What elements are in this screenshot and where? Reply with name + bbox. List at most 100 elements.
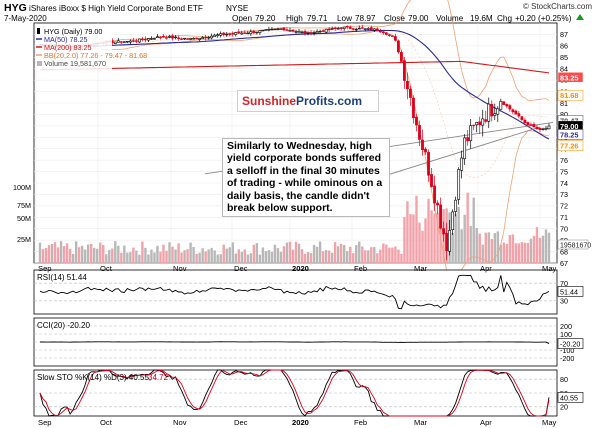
volume-bar bbox=[544, 229, 548, 263]
candle-body bbox=[336, 28, 340, 30]
volume-bar bbox=[96, 248, 99, 263]
volume-bar bbox=[493, 233, 496, 263]
volume-bar bbox=[364, 250, 367, 263]
osc-line-0 bbox=[39, 274, 550, 310]
month-label: May bbox=[542, 418, 557, 427]
y-tick-label: 81 bbox=[560, 99, 568, 108]
volume-bar bbox=[219, 254, 222, 263]
osc-tick-label: 80 bbox=[560, 375, 568, 384]
volume-bar bbox=[222, 244, 225, 263]
candle-body bbox=[165, 37, 168, 39]
volume-bar bbox=[475, 228, 478, 263]
candle-body bbox=[415, 116, 418, 126]
candle-body bbox=[520, 116, 524, 120]
volume-bar bbox=[77, 247, 81, 263]
volume-bar bbox=[373, 247, 376, 263]
month-axis: Sep Sep Oct Oct Nov Nov Dec Dec 2020 2020 Feb Feb Ma… bbox=[38, 264, 557, 427]
quote-date: 7-May-2020 bbox=[4, 14, 47, 23]
volume-tick-label: 100M bbox=[13, 183, 31, 192]
volume-bar bbox=[255, 243, 259, 263]
candle-body bbox=[463, 137, 467, 160]
volume-bar bbox=[126, 252, 129, 263]
volume-bar bbox=[120, 252, 123, 263]
volume-bar bbox=[526, 242, 530, 263]
close-value: 79.00 bbox=[408, 14, 429, 23]
candle-body bbox=[457, 169, 461, 200]
volume-bar bbox=[213, 250, 216, 263]
candle-body bbox=[342, 26, 346, 29]
volume-tag-box bbox=[557, 239, 589, 250]
chg-value: +0.20 (+0.25%) bbox=[515, 14, 572, 23]
candle-body bbox=[535, 126, 539, 130]
candle-body bbox=[454, 199, 458, 212]
volume-bar bbox=[463, 214, 466, 263]
month-label: 2020 bbox=[292, 264, 309, 273]
volume-bar bbox=[406, 201, 409, 263]
candle-body bbox=[180, 38, 183, 40]
candle-body bbox=[481, 118, 485, 126]
volume-bar bbox=[65, 243, 69, 263]
volume-bar bbox=[424, 218, 427, 263]
volume-bar bbox=[421, 230, 424, 263]
candle-body bbox=[288, 30, 292, 32]
candle-body bbox=[210, 35, 214, 39]
y-tick-label: 86 bbox=[560, 42, 568, 51]
volume-bar bbox=[294, 241, 298, 263]
volume-bar bbox=[93, 247, 96, 263]
candle-body bbox=[487, 103, 491, 122]
volume-bar bbox=[385, 244, 388, 263]
candle-body bbox=[198, 38, 202, 40]
osc-tick-label: 200 bbox=[560, 322, 572, 331]
volume-bar bbox=[231, 242, 234, 263]
candle-body bbox=[493, 113, 497, 116]
legend-bb: BB(20,2.0) 77.26 - 79.47 - 81.68 bbox=[44, 51, 147, 60]
candle-body bbox=[445, 232, 448, 252]
volume-bar bbox=[370, 247, 373, 263]
close-price-tag: 79.00 bbox=[560, 122, 579, 131]
y-tick-label: 68 bbox=[560, 247, 568, 256]
osc-last-value: 40.55 bbox=[560, 393, 578, 402]
volume-bar bbox=[352, 253, 355, 263]
volume-bar bbox=[306, 252, 310, 263]
volume-label: Volume bbox=[436, 14, 464, 23]
candle-body bbox=[324, 28, 328, 33]
volume-bar bbox=[258, 254, 262, 263]
volume-tick-label: 50M bbox=[17, 214, 31, 223]
osc-line-0 bbox=[40, 341, 550, 345]
volume-bar bbox=[174, 249, 177, 263]
volume-bar bbox=[252, 244, 256, 263]
volume-bar bbox=[216, 254, 219, 263]
candle-body bbox=[406, 80, 409, 90]
candle-body bbox=[475, 121, 479, 126]
volume-bar bbox=[144, 247, 147, 263]
candle-body bbox=[306, 31, 310, 34]
volume-bar bbox=[415, 195, 418, 263]
candle-body bbox=[309, 32, 313, 34]
month-label: Sep bbox=[38, 418, 52, 427]
candle-body bbox=[183, 37, 186, 40]
osc-last-value: 51.44 bbox=[560, 287, 578, 296]
open-label: Open bbox=[232, 14, 252, 23]
volume-bar bbox=[400, 253, 403, 263]
volume-bar bbox=[529, 238, 533, 263]
osc-last-box bbox=[557, 338, 584, 349]
volume-bar bbox=[246, 254, 250, 263]
month-label: Mar bbox=[414, 418, 428, 427]
bb-lower-tag: 77.26 bbox=[560, 142, 579, 151]
volume-bar bbox=[538, 237, 542, 263]
volume-bar bbox=[279, 251, 283, 263]
chg-label: Chg bbox=[497, 14, 512, 23]
osc-tick-label: 30 bbox=[560, 297, 568, 306]
candle-body bbox=[116, 40, 120, 43]
volume-bar bbox=[38, 242, 42, 263]
ma50-tag-box bbox=[557, 129, 584, 140]
logo-part-2: Profits.com bbox=[296, 94, 363, 108]
volume-bar bbox=[249, 253, 253, 263]
volume-bar bbox=[156, 245, 159, 263]
volume-bar bbox=[198, 252, 201, 263]
month-label: Nov bbox=[173, 264, 187, 273]
candle-body bbox=[511, 109, 515, 113]
candle-body bbox=[315, 31, 319, 34]
volume-bar bbox=[511, 234, 515, 263]
candle-body bbox=[526, 122, 530, 126]
